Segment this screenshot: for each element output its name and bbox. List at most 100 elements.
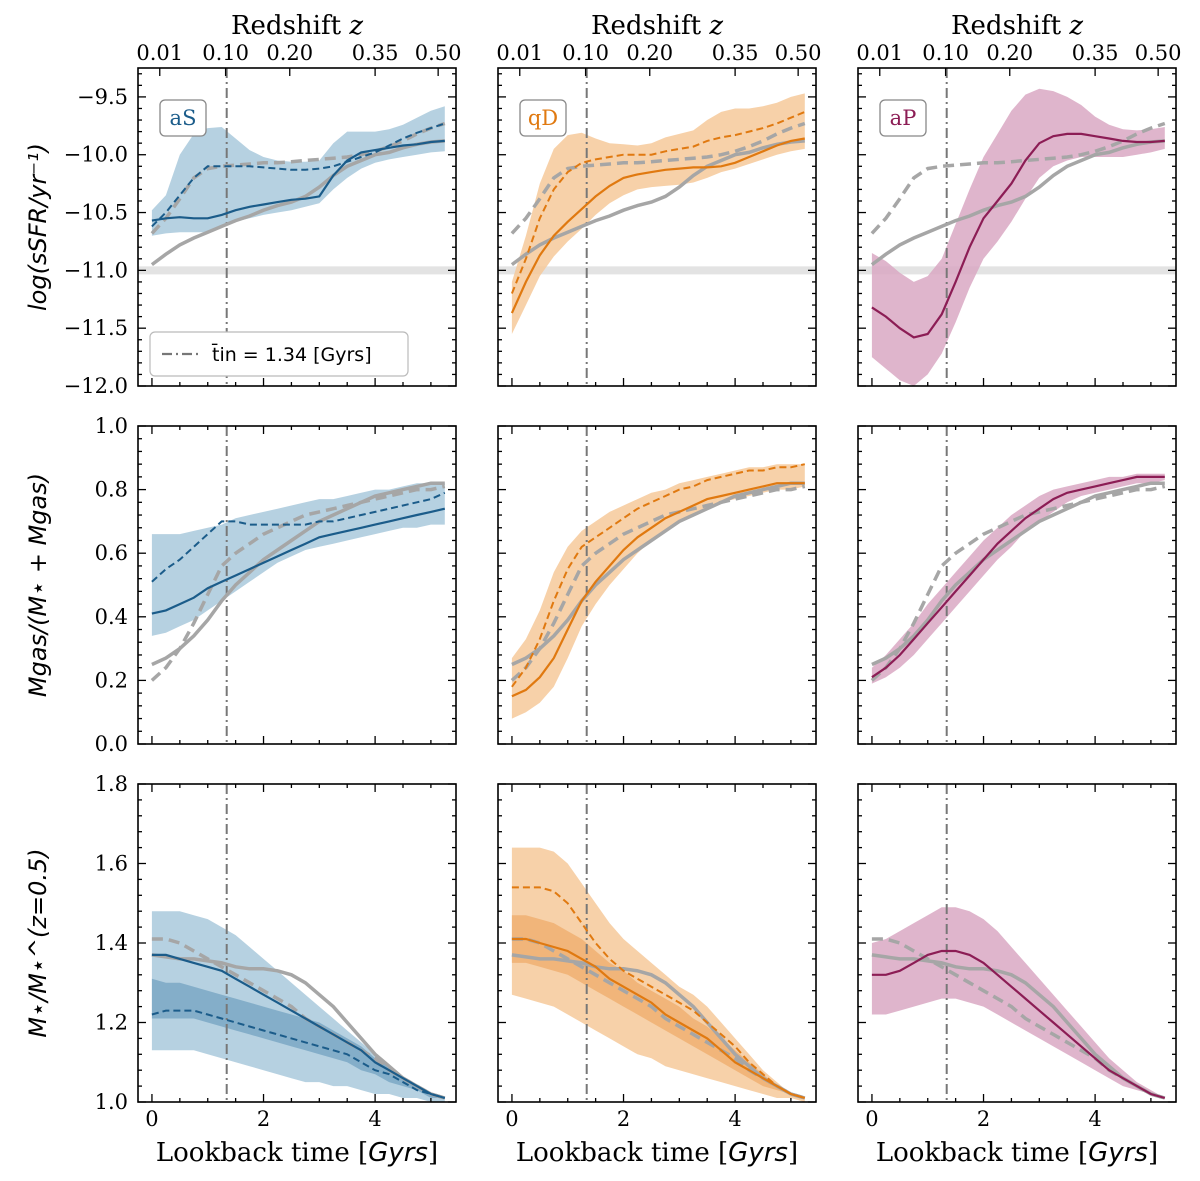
panel-aP-gas-fraction — [857, 425, 1177, 745]
series-dashed-line — [151, 1009, 446, 1099]
series-median-line — [151, 139, 445, 222]
series-dashed-line — [511, 886, 806, 1099]
redshift-tick-label: 0.10 — [922, 41, 969, 65]
series-median-line — [511, 482, 805, 698]
series-dashed-line — [511, 463, 806, 688]
reference-dashed-line — [510, 484, 806, 682]
y-tick-label: 0.8 — [95, 478, 128, 502]
panel-qD-stellar-mass: 0 2 4 Lookback time [Gyrs] — [497, 783, 817, 1168]
y-axis-title: M⋆/M⋆^(z=0.5) — [24, 848, 52, 1037]
quenched-threshold-band — [138, 266, 456, 275]
reference-dashed-line — [870, 121, 1166, 235]
y-tick-label: −10.5 — [64, 201, 128, 225]
lookback-axis-title: Lookback time [Gyrs] — [156, 1138, 438, 1168]
redshift-tick-label: 0.35 — [712, 41, 759, 65]
reference-median-line — [870, 139, 1165, 267]
y-tick-label: −12.0 — [64, 374, 128, 398]
reference-median-line — [511, 481, 805, 667]
y-axis-title: Mgas/(M⋆ + Mgas) — [24, 473, 52, 697]
percentile-band-outer — [871, 473, 1165, 684]
redshift-tick-label: 0.50 — [415, 41, 462, 65]
lookback-axis-title: Lookback time [Gyrs] — [876, 1138, 1158, 1168]
panel-aS-stellar-mass: 0 2 4 Lookback time [Gyrs] 1.0 1.2 1.4 1.6 1.8 — [95, 772, 457, 1168]
panel-frame — [857, 67, 1177, 387]
redshift-axis-title: Redshift z — [591, 11, 723, 41]
galaxy-type-tag-box — [519, 99, 567, 137]
panel-aP-stellar-mass: 0 2 4 Lookback time [Gyrs] — [857, 783, 1177, 1168]
percentile-band-outer — [151, 911, 445, 1102]
legend-box — [149, 331, 409, 377]
percentile-band-outer — [511, 464, 805, 719]
percentile-band-outer — [151, 483, 445, 636]
percentile-band-inner — [151, 978, 445, 1098]
x-tick-label: 4 — [1088, 1107, 1101, 1131]
series-median-line — [871, 132, 1165, 339]
x-tick-label: 0 — [145, 1107, 158, 1131]
redshift-tick-label: 0.10 — [202, 41, 249, 65]
series-dashed-line — [510, 110, 806, 294]
series-dashed-line — [151, 122, 446, 228]
y-tick-label: 1.6 — [95, 852, 128, 876]
y-tick-label: −9.5 — [77, 85, 128, 109]
series-median-line — [151, 953, 446, 1100]
y-tick-label: −11.0 — [64, 258, 128, 282]
x-tick-label: 4 — [368, 1107, 381, 1131]
panel-frame — [137, 425, 457, 745]
redshift-tick-label: 0.20 — [986, 41, 1033, 65]
percentile-band-outer — [511, 847, 805, 1102]
redshift-tick-label: 0.35 — [1072, 41, 1119, 65]
galaxy-type-tag-box — [159, 99, 207, 137]
y-tick-label: 0.0 — [95, 732, 128, 756]
reference-dashed-line — [870, 484, 1166, 682]
panel-aS-ssfr: 0.01 0.10 0.20 0.35 0.50 Redshift z −12.0 −11.5… — [64, 11, 462, 398]
lookback-axis-title: Lookback time [Gyrs] — [516, 1138, 798, 1168]
panel-frame — [137, 67, 457, 387]
redshift-tick-label: 0.01 — [496, 41, 543, 65]
quenched-threshold-band — [498, 266, 816, 275]
quenched-threshold-band — [858, 266, 1176, 275]
x-tick-label: 2 — [257, 1107, 270, 1131]
percentile-band-outer — [871, 907, 1165, 1098]
reference-median-line — [871, 481, 1165, 667]
y-tick-label: 1.0 — [95, 414, 128, 438]
x-tick-label: 2 — [977, 1107, 990, 1131]
reference-dashed-line — [510, 121, 806, 235]
redshift-tick-label: 0.01 — [136, 41, 183, 65]
x-tick-label: 2 — [617, 1107, 630, 1131]
redshift-tick-label: 0.35 — [352, 41, 399, 65]
panel-qD-gas-fraction — [497, 425, 817, 745]
percentile-band-outer — [511, 93, 805, 335]
y-axis-title: log(sSFR/yr⁻¹) — [24, 143, 52, 311]
galaxy-type-tag-box — [879, 99, 927, 137]
panel-frame — [857, 425, 1177, 745]
panel-aP-ssfr: 0.01 0.10 0.20 0.35 0.50 Redshift z aP — [856, 11, 1182, 387]
panel-qD-ssfr: 0.01 0.10 0.20 0.35 0.50 Redshift z qD — [496, 11, 822, 387]
reference-dashed-line — [150, 484, 446, 682]
redshift-tick-label: 0.20 — [266, 41, 313, 65]
y-tick-label: −11.5 — [64, 316, 128, 340]
y-tick-label: 1.8 — [95, 772, 128, 796]
series-median-line — [871, 475, 1165, 679]
redshift-tick-label: 0.01 — [856, 41, 903, 65]
y-tick-label: 1.4 — [95, 931, 128, 955]
redshift-axis-title: Redshift z — [951, 11, 1083, 41]
series-median-line — [151, 507, 446, 615]
galaxy-type-tag: aP — [890, 106, 917, 130]
redshift-tick-label: 0.10 — [562, 41, 609, 65]
y-tick-label: 0.2 — [95, 668, 128, 692]
panel-aS-gas-fraction: 0.0 0.2 0.4 0.6 0.8 1.0 — [95, 414, 457, 756]
galaxy-type-tag: aS — [170, 106, 197, 130]
reference-median-line — [510, 139, 805, 267]
y-tick-label: 0.4 — [95, 605, 128, 629]
y-tick-label: 1.2 — [95, 1011, 128, 1035]
redshift-tick-label: 0.50 — [775, 41, 822, 65]
redshift-axis-title: Redshift z — [231, 11, 363, 41]
percentile-band-outer — [151, 106, 445, 236]
reference-median-line — [151, 481, 445, 667]
y-tick-label: −10.0 — [64, 143, 128, 167]
redshift-tick-label: 0.50 — [1135, 41, 1182, 65]
panel-frame — [497, 67, 817, 387]
legend-label: t̄in = 1.34 [Gyrs] — [211, 342, 371, 366]
series-median-line — [510, 137, 805, 314]
